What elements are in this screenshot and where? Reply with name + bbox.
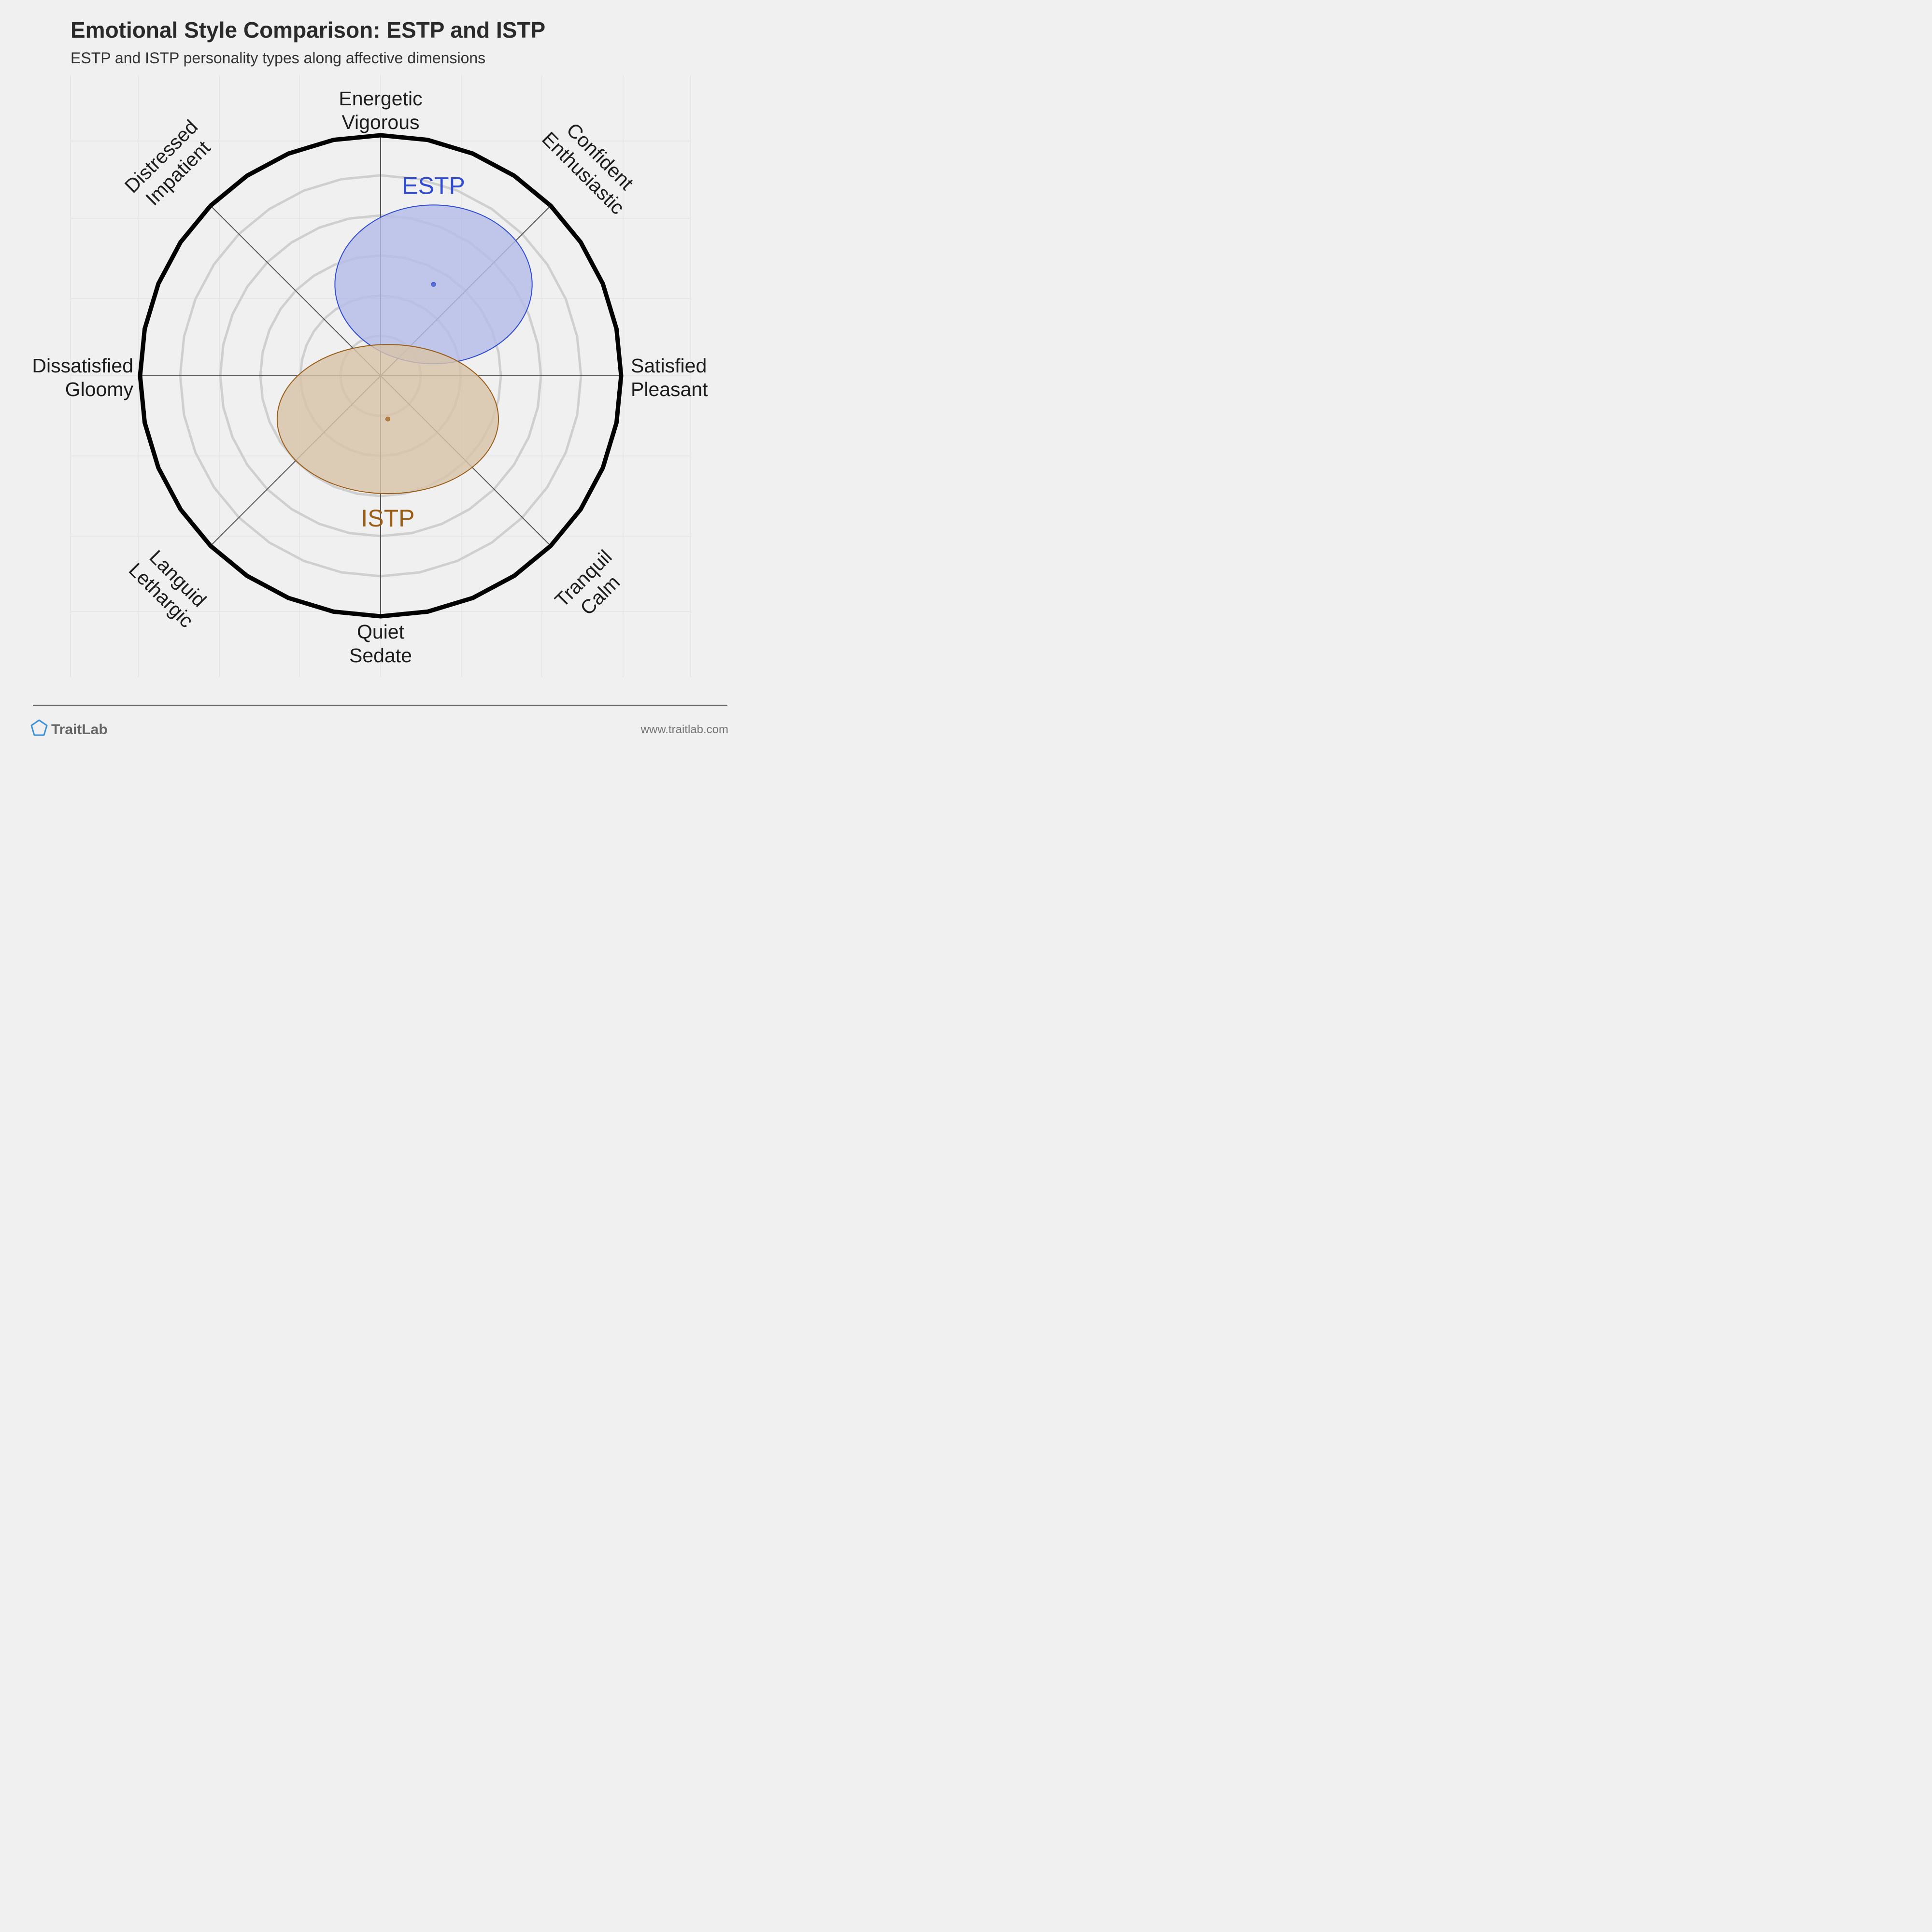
- axis-label-line: Gloomy: [65, 378, 134, 400]
- chart-subtitle: ESTP and ISTP personality types along af…: [71, 49, 485, 67]
- type-labels: ESTP ISTP: [361, 172, 465, 532]
- pentagon-icon: [30, 719, 48, 736]
- axis-label-line: Pleasant: [631, 378, 708, 400]
- traitlab-logo[interactable]: TraitLab: [30, 719, 108, 738]
- chart: Emotional Style Comparison: ESTP and IST…: [30, 17, 728, 738]
- chart-title: Emotional Style Comparison: ESTP and IST…: [71, 17, 545, 43]
- axis-label-line: Satisfied: [631, 355, 707, 377]
- footer-url[interactable]: www.traitlab.com: [640, 723, 728, 736]
- estp-center-point: [431, 282, 436, 287]
- axis-label-line: Energetic: [339, 87, 422, 110]
- personality-regions: [276, 204, 533, 495]
- estp-label: ESTP: [402, 172, 465, 199]
- istp-center-point: [385, 416, 390, 422]
- outer-ring: [138, 133, 624, 619]
- brand-name: TraitLab: [51, 722, 108, 738]
- axis-label-line: Quiet: [357, 621, 405, 643]
- axis-label-line: Vigorous: [341, 111, 419, 133]
- istp-label: ISTP: [361, 505, 414, 532]
- axis-label-line: Sedate: [349, 644, 412, 667]
- axis-label-line: Dissatisfied: [32, 355, 133, 377]
